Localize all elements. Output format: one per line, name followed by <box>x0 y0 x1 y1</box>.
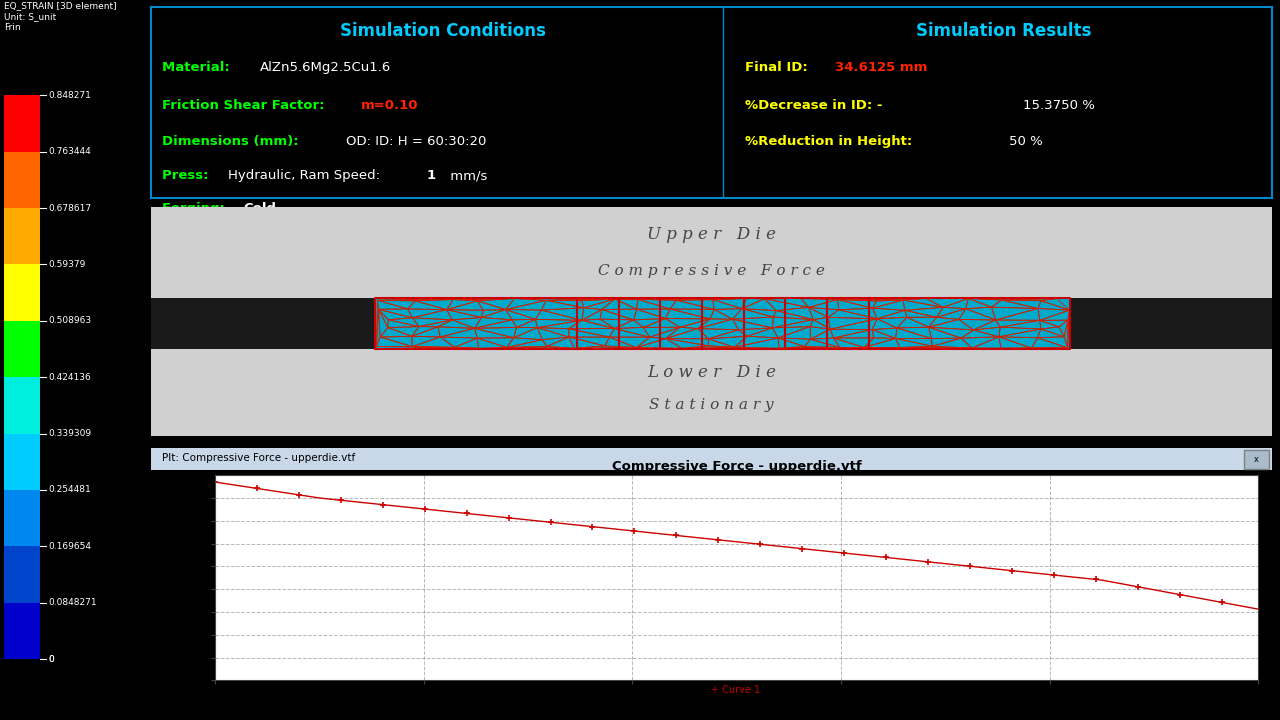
Text: U p p e r   D i e: U p p e r D i e <box>648 225 776 243</box>
Text: AlZn5.6Mg2.5Cu1.6: AlZn5.6Mg2.5Cu1.6 <box>260 60 392 73</box>
Text: 34.6125 mm: 34.6125 mm <box>835 60 928 73</box>
Bar <box>4 377 41 433</box>
Text: EQ_STRAIN [3D element]: EQ_STRAIN [3D element] <box>4 1 116 11</box>
Text: Dimensions (mm):: Dimensions (mm): <box>163 135 303 148</box>
Text: m=0.10: m=0.10 <box>361 99 419 112</box>
Text: Frin: Frin <box>4 23 20 32</box>
Bar <box>4 95 41 152</box>
Text: Material:: Material: <box>163 60 234 73</box>
Bar <box>1244 451 1268 469</box>
Text: Simulation Conditions: Simulation Conditions <box>339 22 545 40</box>
Text: 0.169654: 0.169654 <box>49 542 91 551</box>
Text: Forging:: Forging: <box>163 202 229 215</box>
Text: 1: 1 <box>426 169 436 182</box>
Text: Final ID:: Final ID: <box>745 60 813 73</box>
Text: 0.678617: 0.678617 <box>49 204 91 212</box>
Text: 0.848271: 0.848271 <box>49 91 91 100</box>
Bar <box>4 264 41 321</box>
X-axis label: Pilot Height [mm]: Pilot Height [mm] <box>685 705 788 718</box>
Bar <box>151 298 375 348</box>
Text: 0.0848271: 0.0848271 <box>49 598 97 607</box>
Bar <box>4 490 41 546</box>
Y-axis label: UPPERDIE_FY [TONNES]: UPPERDIE_FY [TONNES] <box>179 516 191 639</box>
Bar <box>4 546 41 603</box>
Bar <box>151 448 1272 470</box>
Text: 0.508963: 0.508963 <box>49 316 91 325</box>
Text: Cold: Cold <box>243 202 276 215</box>
Text: 0.59379: 0.59379 <box>49 260 86 269</box>
Text: Simulation Results: Simulation Results <box>915 22 1091 40</box>
Text: 0.763444: 0.763444 <box>49 147 91 156</box>
Bar <box>4 603 41 660</box>
Text: Hydraulic, Ram Speed:: Hydraulic, Ram Speed: <box>228 169 385 182</box>
Text: Unit: S_unit: Unit: S_unit <box>4 12 56 21</box>
Text: Plt: Compressive Force - upperdie.vtf: Plt: Compressive Force - upperdie.vtf <box>163 454 356 464</box>
Bar <box>375 298 1070 348</box>
Text: 0.424136: 0.424136 <box>49 373 91 382</box>
Text: 15.3750 %: 15.3750 % <box>1024 99 1096 112</box>
Text: 0: 0 <box>49 654 54 664</box>
Bar <box>1070 298 1272 348</box>
Bar <box>151 207 1272 298</box>
Bar <box>4 208 41 264</box>
Text: L o w e r   D i e: L o w e r D i e <box>648 364 776 381</box>
Text: Min: 0, Max: 65.544: Min: 0, Max: 65.544 <box>687 696 785 706</box>
Text: 0: 0 <box>49 654 54 664</box>
Text: x: x <box>1254 455 1260 464</box>
Text: + Curve 1: + Curve 1 <box>712 685 760 695</box>
Text: OD: ID: H = 60:30:20: OD: ID: H = 60:30:20 <box>346 135 486 148</box>
Bar <box>4 321 41 377</box>
Text: 0.254481: 0.254481 <box>49 485 91 495</box>
Text: %Reduction in Height:: %Reduction in Height: <box>745 135 918 148</box>
Title: Compressive Force - upperdie.vtf: Compressive Force - upperdie.vtf <box>612 459 861 472</box>
Text: Press:: Press: <box>163 169 214 182</box>
Bar <box>151 348 1272 436</box>
Bar <box>4 152 41 208</box>
Text: C o m p r e s s i v e   F o r c e: C o m p r e s s i v e F o r c e <box>598 264 826 278</box>
Bar <box>4 433 41 490</box>
Text: S t a t i o n a r y: S t a t i o n a r y <box>649 397 774 412</box>
Text: Friction Shear Factor:: Friction Shear Factor: <box>163 99 329 112</box>
Text: 50 %: 50 % <box>1009 135 1043 148</box>
Text: %Decrease in ID: -: %Decrease in ID: - <box>745 99 887 112</box>
Text: mm/s: mm/s <box>445 169 488 182</box>
Text: 0.339309: 0.339309 <box>49 429 91 438</box>
